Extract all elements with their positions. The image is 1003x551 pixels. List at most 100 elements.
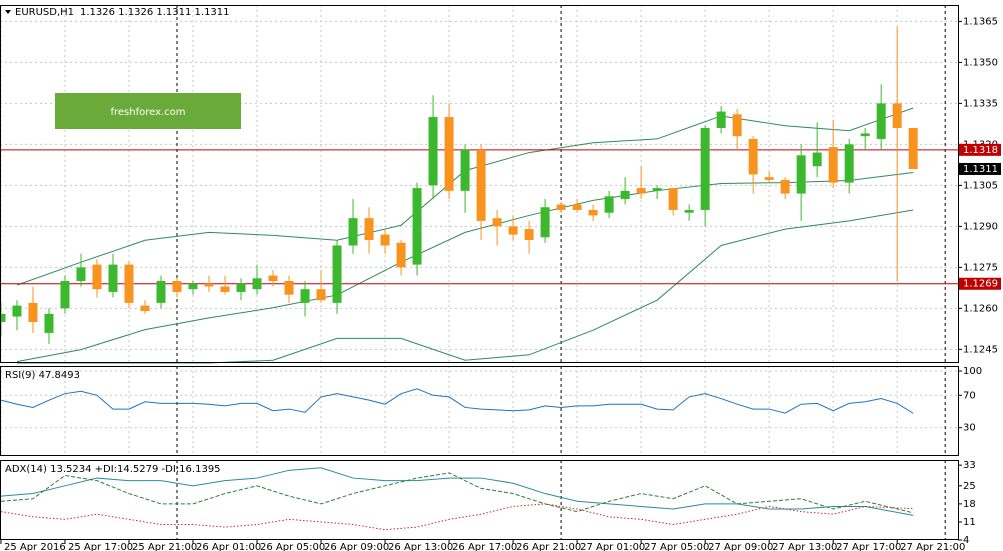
x-tick-label: 27 Apr 09:00 [708, 542, 773, 551]
candle-body [396, 242, 406, 268]
panel-background [0, 366, 958, 456]
candle-body [524, 229, 534, 241]
band-line [16, 172, 914, 363]
candle-body [604, 196, 614, 213]
watermark-box [55, 93, 241, 129]
x-tick-label: 25 Apr 21:00 [132, 542, 197, 551]
x-tick-label: 27 Apr 21:00 [900, 542, 965, 551]
candle-body [892, 103, 902, 128]
candle-body [188, 283, 198, 290]
indicator-line [0, 467, 914, 516]
x-tick-label: 26 Apr 01:00 [196, 542, 261, 551]
candle-body [540, 207, 550, 238]
candle-body [636, 188, 646, 194]
x-tick-label: 26 Apr 13:00 [388, 542, 453, 551]
x-tick-label: 25 Apr 17:00 [68, 542, 133, 551]
candle-body [620, 190, 630, 200]
y-tick-label: 1.1290 [963, 221, 998, 232]
y-tick-label: 1.1305 [963, 180, 998, 191]
candle-body [748, 138, 758, 175]
y-tick-label: 11 [963, 517, 976, 528]
candle-body [60, 281, 70, 309]
y-tick-label: 25 [963, 481, 976, 492]
candle-body [428, 117, 438, 186]
y-tick-label: 30 [963, 423, 976, 434]
candle-body [44, 313, 54, 333]
price-box [959, 143, 1001, 156]
candle-body [476, 149, 486, 221]
x-tick-label: 25 Apr 2016 [4, 542, 66, 551]
y-tick-label: 33 [963, 460, 976, 471]
ohlc: 1.1326 1.1326 1.1311 1.1311 [80, 7, 230, 18]
candle-body [572, 204, 582, 210]
candle-body [332, 245, 342, 303]
candle-body [28, 302, 38, 323]
price-box [959, 162, 1001, 175]
candle-body [732, 114, 742, 137]
candle-body [284, 281, 294, 295]
candle-body [12, 305, 22, 317]
candle-body [300, 289, 310, 303]
candle-body [844, 144, 854, 183]
candle-body [556, 204, 566, 210]
panel-frame [0, 5, 959, 363]
candle-body [508, 226, 518, 235]
indicator-title: ADX(14) 13.5234 +DI:14.5279 -DI:16.1395 [5, 464, 221, 475]
candle-body [812, 152, 822, 167]
y-tick-label: 1.1365 [963, 16, 998, 27]
candle-body [828, 147, 838, 183]
y-tick-label: 1.1350 [963, 57, 998, 68]
x-tick-label: 26 Apr 09:00 [324, 542, 389, 551]
candle-body [204, 283, 214, 287]
candle-body [124, 264, 134, 303]
candle-body [380, 234, 390, 246]
x-tick-label: 27 Apr 05:00 [644, 542, 709, 551]
candle-body [876, 103, 886, 139]
y-tick-label: 4 [963, 535, 969, 546]
y-tick-label: 100 [963, 366, 982, 377]
indicator-line [0, 503, 914, 531]
candle-body [316, 289, 326, 301]
candle-body [220, 286, 230, 292]
candle-body [652, 188, 662, 191]
price-label: 1.1311 [963, 164, 998, 175]
indicator-line [0, 388, 914, 414]
candle-body [412, 188, 422, 265]
indicator-line [0, 472, 914, 514]
candle-body [156, 281, 166, 303]
candle-body [684, 209, 694, 213]
candle-body [268, 275, 278, 282]
y-tick-label: 1.1260 [963, 303, 998, 314]
candle-body [716, 111, 726, 128]
y-tick-label: 18 [963, 499, 976, 510]
price-box [959, 277, 1001, 290]
candle-body [364, 218, 374, 241]
x-tick-label: 26 Apr 21:00 [516, 542, 581, 551]
candle-body [700, 127, 710, 210]
candle-body [908, 127, 918, 169]
panel-frame [0, 460, 959, 540]
candle-body [668, 188, 678, 210]
candle-body [348, 218, 358, 246]
price-label: 1.1269 [963, 279, 998, 290]
candle-body [236, 283, 246, 292]
x-tick-label: 26 Apr 05:00 [260, 542, 325, 551]
x-tick-label: 27 Apr 17:00 [836, 542, 901, 551]
symbol: EURUSD,H1 [15, 7, 74, 18]
x-tick-label: 27 Apr 01:00 [580, 542, 645, 551]
candle-body [780, 179, 790, 194]
chart-title: EURUSD,H1 1.1326 1.1326 1.1311 1.1311 [15, 7, 230, 18]
candle-body [460, 149, 470, 191]
candle-body [76, 267, 86, 282]
x-tick-label: 26 Apr 17:00 [452, 542, 517, 551]
candle-body [860, 133, 870, 137]
x-tick-label: 27 Apr 13:00 [772, 542, 837, 551]
candle-body [492, 218, 502, 227]
candle-body [92, 264, 102, 290]
menu-icon [5, 10, 11, 14]
candle-body [444, 117, 454, 191]
y-tick-label: 1.1245 [963, 344, 998, 355]
price-label: 1.1318 [963, 145, 998, 156]
candle-body [796, 155, 806, 194]
